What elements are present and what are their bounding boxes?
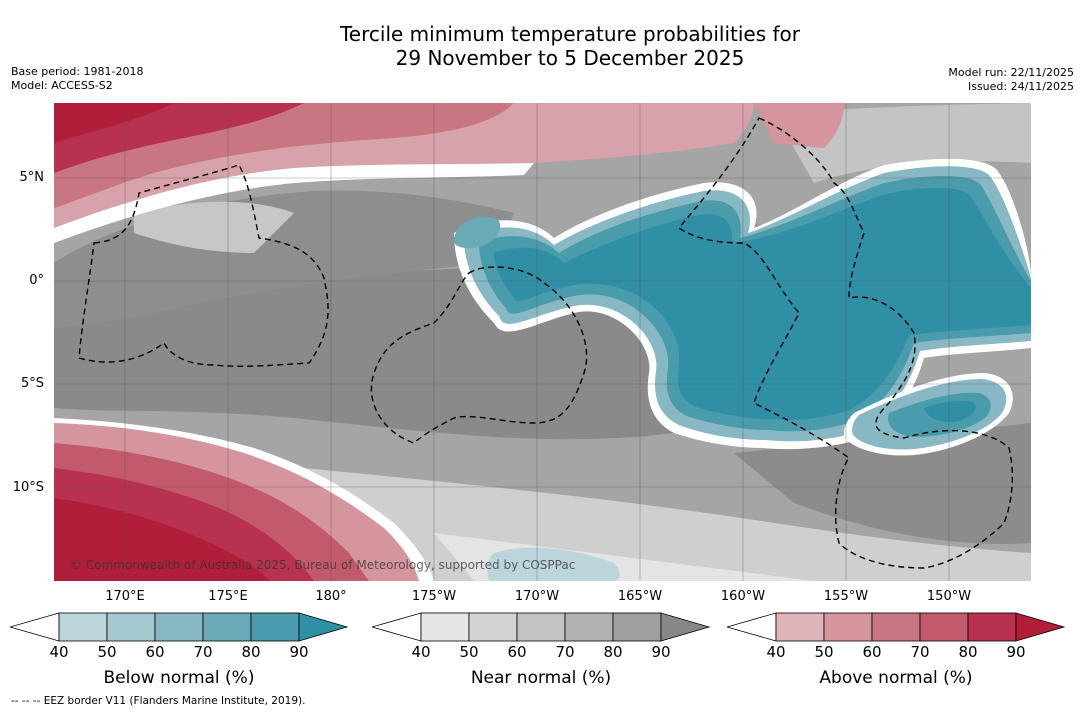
below-normal-small-west [453,216,501,249]
colorbar-below-swatch [154,612,204,642]
below-normal-southeast-90 [924,400,976,423]
colorbar-above-swatch [967,612,1017,642]
colorbar-near-swatch [468,612,518,642]
lat-label-10s: 10°S [12,480,44,495]
colorbar-above-tick: 50 [814,643,834,661]
colorbar-near-high-arrow [660,612,711,642]
colorbar-below-swatches [58,612,300,642]
colorbar-above-swatch [823,612,873,642]
above-normal-northeast [754,103,844,148]
eez-border-west [78,164,329,367]
probability-map [54,103,1031,581]
above-normal-north-90 [54,103,174,143]
colorbar-above-tick: 80 [958,643,978,661]
eez-border-east [677,117,1013,569]
map-title: Tercile minimum temperature probabilitie… [0,22,1085,70]
lon-label-175w: 175°W [411,589,457,604]
colorbar-above-swatches [775,612,1017,642]
colorbar-below-tick: 60 [145,643,165,661]
colorbar-below-tick: 50 [97,643,117,661]
colorbar-near-swatch [420,612,470,642]
lon-label-170e: 170°E [105,589,145,604]
colorbar-near-swatch [564,612,614,642]
lon-label-155w: 155°W [823,589,869,604]
colorbar-above-swatch [871,612,921,642]
colorbar-near-label: Near normal (%) [470,668,612,688]
meta-right: Model run: 22/11/2025 Issued: 24/11/2025 [948,66,1074,94]
lat-label-0: 0° [29,273,44,288]
lon-label-165w: 165°W [617,589,663,604]
colorbar-above-tick: 60 [862,643,882,661]
colorbar-above-swatch [919,612,969,642]
colorbar-above-tick: 40 [766,643,786,661]
eez-borders [78,117,1013,569]
lon-label-150w: 150°W [926,589,972,604]
colorbar-below-high-arrow [298,612,349,642]
lat-label-5s: 5°S [20,376,44,391]
eez-border-central [370,266,588,444]
gridlines [54,103,1031,581]
colorbar-near-tick: 60 [507,643,527,661]
colorbar-near-tick: 70 [555,643,575,661]
colorbar-below-swatch [250,612,300,642]
model-run: Model run: 22/11/2025 [948,66,1074,79]
lon-label-170w: 170°W [514,589,560,604]
colorbar-below-tick: 90 [289,643,309,661]
model-name: Model: ACCESS-S2 [11,79,113,92]
colorbar-near-low-arrow [372,612,422,642]
colorbar-above-high-arrow [1015,612,1066,642]
colorbar-above-label: Above normal (%) [819,668,973,688]
colorbar-near-tick: 50 [459,643,479,661]
lat-label-5n: 5°N [19,170,45,185]
eez-legend-note: -- -- -- EEZ border V11 (Flanders Marine… [11,695,306,707]
below-normal-south-40 [487,547,620,581]
title-line-1: Tercile minimum temperature probabilitie… [339,22,801,46]
above-normal-north-40-boundary [54,163,534,243]
colorbar-near-tick: 80 [603,643,623,661]
colorbar-above-tick: 90 [1006,643,1026,661]
meta-left: Base period: 1981-2018 Model: ACCESS-S2 [11,65,143,93]
colorbar-near-swatch [516,612,566,642]
base-period: Base period: 1981-2018 [11,65,144,78]
colorbar-below-tick: 80 [241,643,261,661]
colorbar-below-swatch [106,612,156,642]
colorbar-above [727,612,1066,642]
copyright-notice: © Commonwealth of Australia 2025, Bureau… [70,558,576,572]
colorbar-near-tick: 40 [411,643,431,661]
colorbar-near-swatch [612,612,662,642]
below-normal-90 [494,187,1031,420]
colorbar-above-low-arrow [727,612,777,642]
colorbar-above-swatch [775,612,825,642]
lon-label-175e: 175°E [208,589,248,604]
issued-date: Issued: 24/11/2025 [967,80,1074,93]
lon-label-160w: 160°W [720,589,766,604]
colorbar-below-swatch [202,612,252,642]
title-line-2: 29 November to 5 December 2025 [395,46,745,70]
colorbar-near-tick: 90 [651,643,671,661]
near-normal-90-east [734,423,1031,544]
colorbar-below [10,612,349,642]
colorbar-below-low-arrow [10,612,60,642]
colorbar-near [372,612,711,642]
colorbar-below-tick: 70 [193,643,213,661]
above-normal-south-90 [54,498,269,581]
colorbar-above-tick: 70 [910,643,930,661]
colorbar-below-swatch [58,612,108,642]
lon-label-180: 180° [315,589,347,604]
colorbar-below-tick: 40 [49,643,69,661]
colorbar-near-swatches [420,612,662,642]
colorbar-below-label: Below normal (%) [103,668,255,688]
